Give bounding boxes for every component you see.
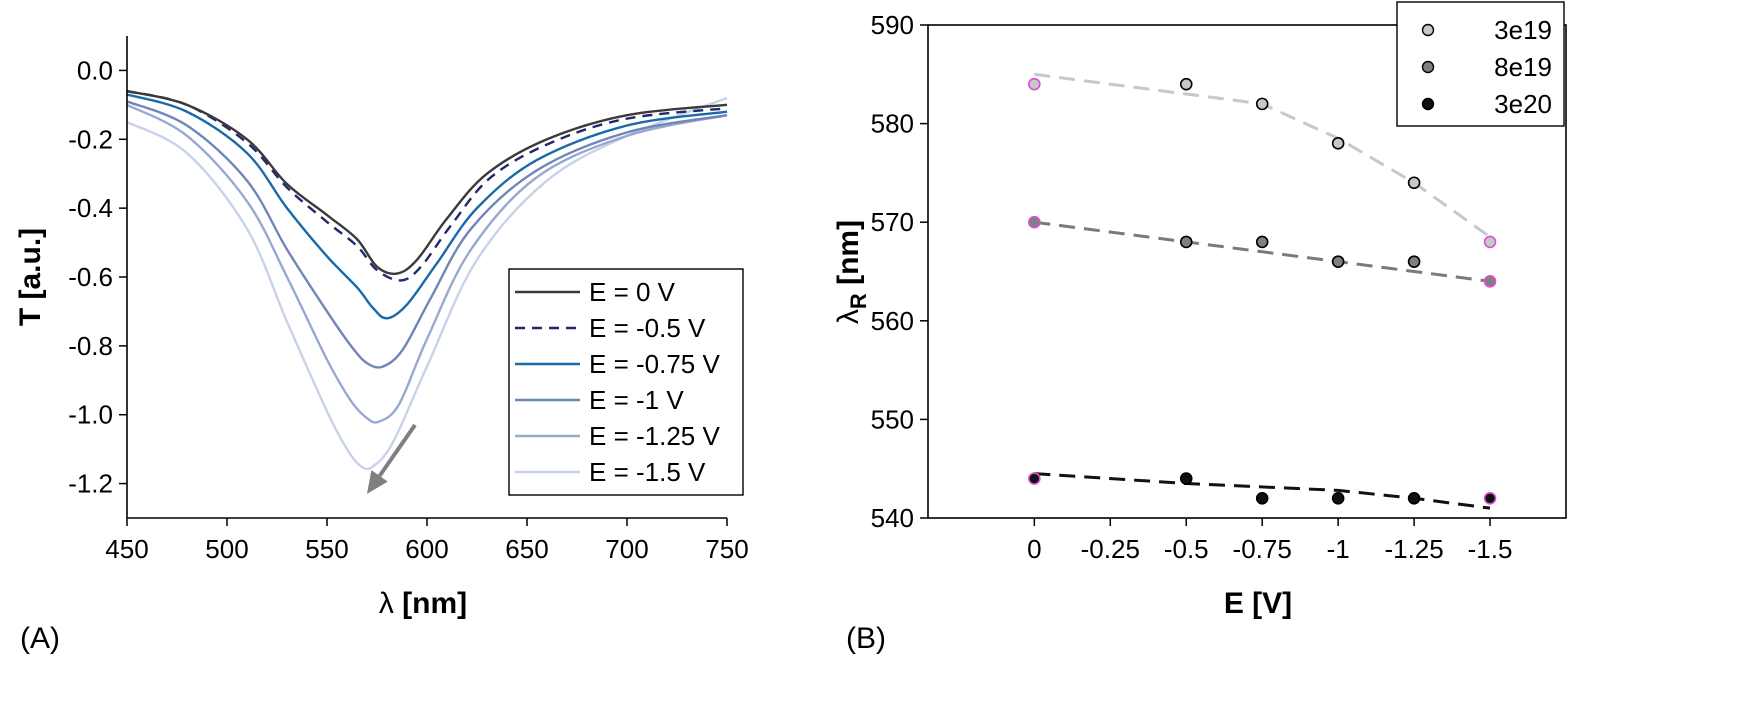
panel-a-x-tick-label: 650: [505, 534, 548, 564]
data-point-8e19: [1179, 235, 1193, 249]
legend-entry-label: E = 0 V: [589, 277, 676, 307]
panel-a-x-tick-label: 500: [205, 534, 248, 564]
panel-a-series-group: [126, 89, 728, 471]
legend-entry-label: 8e19: [1494, 52, 1552, 82]
fit-line-3e20: [1034, 472, 1491, 510]
panel-b-frame: [927, 24, 1567, 519]
panel-a-y-tick-label: -0.4: [68, 193, 113, 223]
legend-entry-label: 3e20: [1494, 89, 1552, 119]
panel-b-y-tick-label: 590: [871, 10, 914, 40]
panel-a-x-tick-label: 450: [105, 534, 148, 564]
panel-b-y-tick-label: 560: [871, 306, 914, 336]
data-point-8e19: [1331, 255, 1345, 268]
arrow-shaft: [377, 423, 417, 477]
data-point-3e20: [1331, 491, 1345, 505]
spectrum-line-3: [126, 100, 728, 369]
panel-b-y-ticks: 540 550 560 570 580 590: [871, 10, 928, 533]
panel-b-x-ticks: 0 -0.25 -0.5 -0.75 -1 -1.25 -1.5: [1027, 518, 1512, 564]
legend-entry-label: E = -1 V: [589, 385, 684, 415]
data-point-3e19: [1028, 77, 1041, 91]
panel-b-legend: 3e19 8e19 3e20: [1396, 1, 1565, 127]
spectrum-line-0: [126, 89, 728, 276]
data-point-3e19: [1179, 77, 1193, 91]
panel-b-x-axis-title: E [V]: [1224, 587, 1292, 620]
svg-text:λR [nm]: λR [nm]: [832, 220, 871, 324]
panel-b-x-tick-label: -0.75: [1233, 534, 1292, 564]
panel-b-points: [1028, 77, 1497, 505]
panel-a-legend: E = 0 V E = -0.5 V E = -0.75 V E = -1 V E = …: [508, 268, 744, 496]
data-point-3e20: [1483, 491, 1497, 505]
legend-entry-label: E = -1.25 V: [589, 421, 720, 451]
data-point-3e19: [1483, 235, 1497, 249]
panel-b-x-tick-label: -0.25: [1081, 534, 1140, 564]
panel-b-x-tick-label: -0.5: [1164, 534, 1209, 564]
spectrum-line-1: [126, 89, 728, 282]
panel-a-x-tick-label: 750: [705, 534, 748, 564]
panel-a-x-axis-title: λ [nm]: [379, 587, 467, 620]
data-point-3e19: [1255, 97, 1269, 111]
panel-b-y-axis-title: λR [nm]: [832, 220, 871, 324]
data-point-3e20: [1179, 472, 1193, 485]
data-point-3e20: [1255, 491, 1269, 505]
panel-b-y-tick-label: 570: [871, 207, 914, 237]
panel-a-y-tick-label: 0.0: [77, 55, 113, 85]
legend-entry-label: 3e19: [1494, 15, 1552, 45]
panel-a-y-tick-label: -1.0: [68, 400, 113, 430]
panel-a-y-ticks: 0.0 -0.2 -0.4 -0.6 -0.8 -1.0 -1.2: [68, 55, 127, 499]
panel-b-chart: 0 -0.25 -0.5 -0.75 -1 -1.25 -1.5 5405505605705…: [832, 1, 1567, 655]
panel-a-label: (A): [20, 622, 60, 655]
data-point-8e19: [1255, 235, 1269, 249]
panel-a-y-tick-label: -0.8: [68, 331, 113, 361]
decrease-arrow: [367, 423, 417, 494]
data-point-3e19: [1331, 137, 1345, 150]
legend-marker: [1421, 60, 1435, 74]
data-point-8e19: [1483, 275, 1497, 288]
panel-b-fit-lines: [1034, 72, 1491, 510]
panel-a-y-tick-label: -0.2: [68, 124, 113, 154]
data-point-3e20: [1407, 491, 1421, 505]
panel-b-label: (B): [846, 622, 886, 655]
legend-entry-label: E = -0.75 V: [589, 349, 720, 379]
spectrum-line-4: [126, 103, 728, 424]
fit-line-3e19: [1034, 72, 1491, 239]
panel-a-x-tick-label: 550: [305, 534, 348, 564]
data-point-8e19: [1028, 215, 1041, 229]
panel-a-x-axis-unit: [nm]: [394, 587, 467, 620]
data-point-8e19: [1407, 255, 1421, 268]
legend-marker: [1421, 97, 1435, 111]
legend-entry-label: E = -1.5 V: [589, 457, 706, 487]
panel-b-y-tick-label: 580: [871, 109, 914, 139]
panel-a-x-tick-label: 600: [405, 534, 448, 564]
panel-b-y-axis-symbol: λ: [832, 309, 865, 324]
data-point-3e20: [1028, 472, 1041, 485]
panel-b-y-axis-unit: [nm]: [832, 220, 865, 293]
spectrum-line-5: [126, 96, 728, 471]
spectrum-line-2: [126, 93, 728, 320]
panel-b-x-tick-label: -1.5: [1468, 534, 1513, 564]
arrow-head: [367, 470, 388, 494]
panel-b-y-tick-label: 540: [871, 503, 914, 533]
panel-a-x-ticks: 450 500 550 600 650 700 750: [105, 518, 749, 564]
panel-b-x-tick-label: -1.25: [1384, 534, 1443, 564]
panel-a-y-axis-title: T [a.u.]: [14, 228, 47, 326]
fit-line-8e19: [1034, 220, 1491, 283]
data-point-3e19: [1407, 176, 1421, 190]
panel-a-chart: 450 500 550 600 650 700 750 0.0 -0.2 -0.4 -0.6 -0.…: [14, 36, 749, 655]
panel-b-x-tick-label: -1: [1327, 534, 1350, 564]
panel-b-y-tick-label: 550: [871, 404, 914, 434]
panel-b-y-axis-subscript: R: [846, 293, 871, 309]
panel-b-x-tick-label: 0: [1027, 534, 1041, 564]
panel-a-x-tick-label: 700: [605, 534, 648, 564]
panel-a-x-axis-symbol: λ: [379, 587, 394, 620]
legend-marker: [1421, 23, 1435, 37]
panel-a-y-tick-label: -0.6: [68, 262, 113, 292]
panel-a-y-tick-label: -1.2: [68, 469, 113, 499]
legend-entry-label: E = -0.5 V: [589, 313, 706, 343]
